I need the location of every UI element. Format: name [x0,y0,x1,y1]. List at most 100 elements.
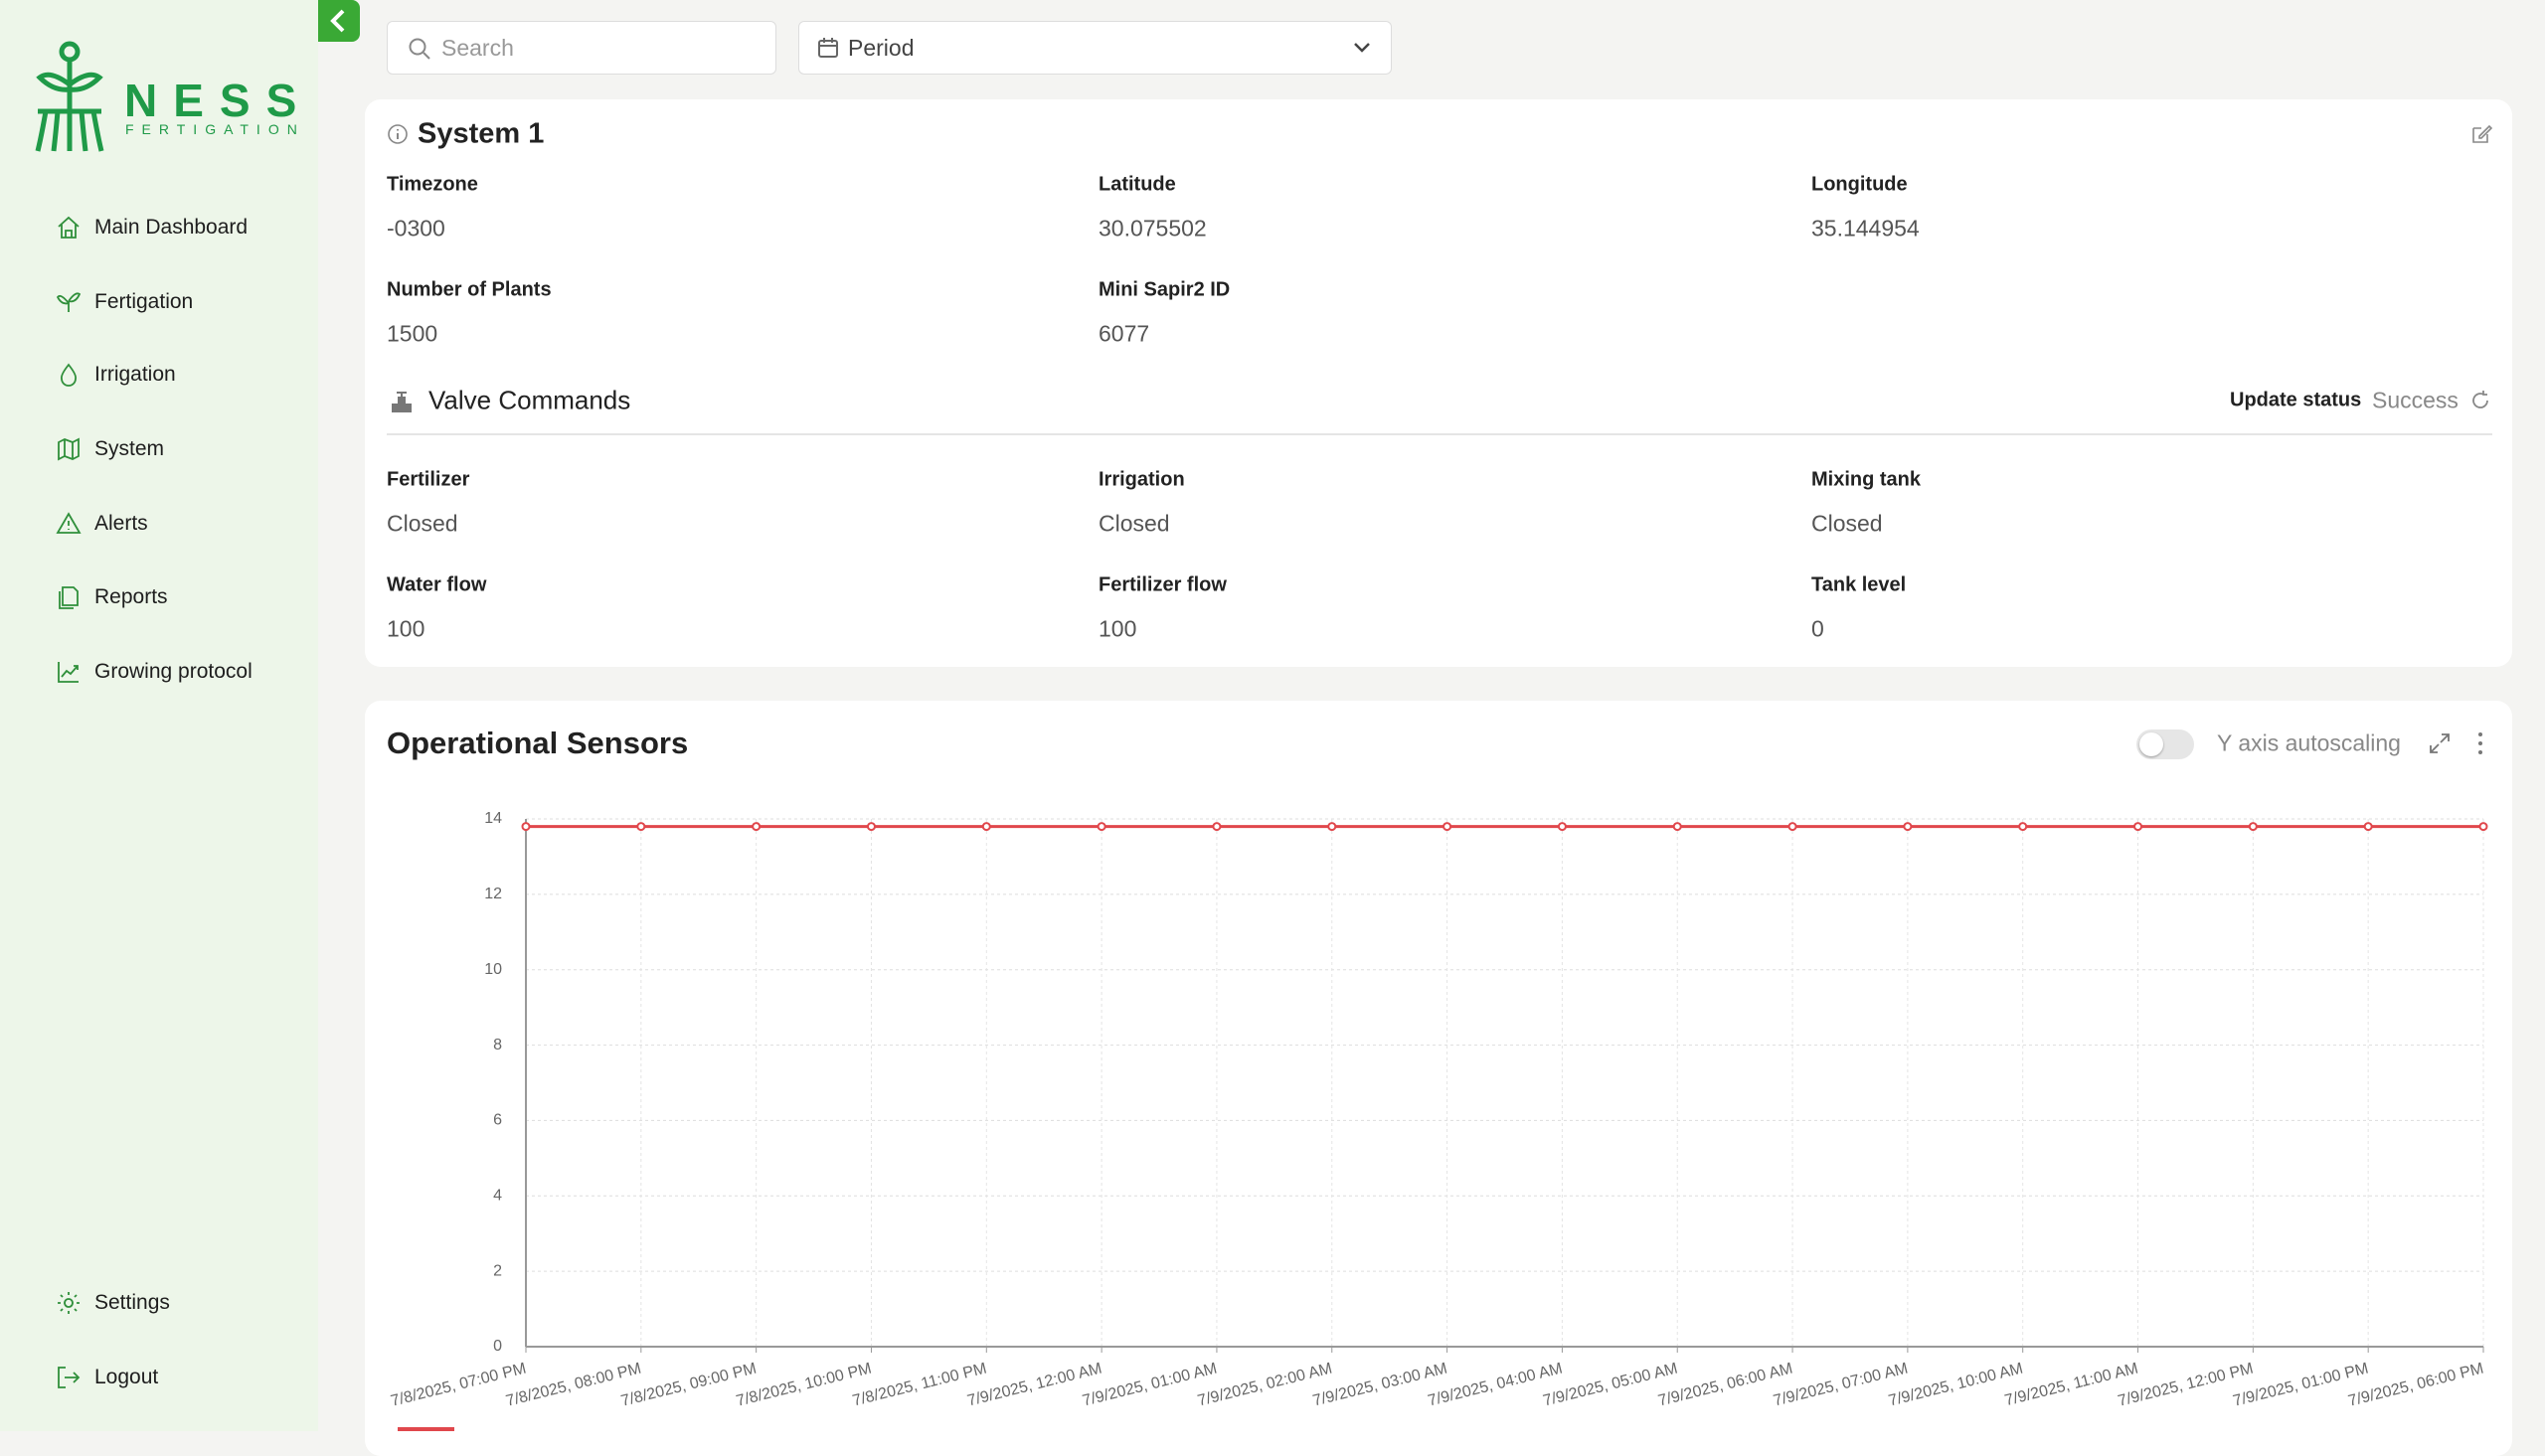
expand-button[interactable] [2428,731,2452,755]
system-card [365,99,2512,667]
y-tick-label: 0 [493,1338,502,1355]
nav-icon [58,1292,80,1314]
y-tick-label: 4 [493,1188,502,1205]
y-tick-label: 12 [484,886,502,902]
x-tick-label: 7/9/2025, 10:00 AM [1887,1360,2025,1409]
field-value: Closed [387,510,458,537]
field-label: Latitude [1099,173,1176,196]
field-value: 35.144954 [1811,215,1920,242]
logo-tagline: FERTIGATION [125,121,305,137]
field-value: -0300 [387,215,445,242]
nav-icon [58,1367,81,1388]
logo-icon [35,41,104,152]
y-tick-label: 6 [493,1112,502,1129]
data-point [1097,822,1106,832]
icon-path [58,437,80,461]
field-label: Fertilizer flow [1099,573,1227,596]
field-value: 6077 [1099,320,1150,347]
update-status-label: Update status [2230,389,2362,411]
toggle-knob [2139,732,2163,756]
icon-path [58,1292,80,1314]
data-point [2018,822,2028,832]
nav-icon [56,292,82,312]
field-value: 100 [387,615,425,642]
data-point [1557,822,1567,832]
field-label: Irrigation [1099,468,1185,491]
field-label: Tank level [1811,573,1907,596]
data-point [1442,822,1452,832]
nav-item[interactable]: Settings [94,1291,170,1314]
data-point [521,822,531,832]
data-point [636,822,646,832]
sensors-title: Operational Sensors [387,726,689,760]
nav-item[interactable]: Logout [94,1366,159,1388]
data-point [2363,822,2373,832]
valve-title: Valve Commands [428,385,631,415]
field-value: 0 [1811,615,1824,642]
field-label: Water flow [387,573,487,596]
data-point [1672,822,1682,832]
field-value: 100 [1099,615,1137,642]
collapse-icon [330,9,345,33]
chevron-icon [1354,43,1370,53]
data-point [2248,822,2258,832]
icon-path [59,586,79,609]
nav-item[interactable]: Growing protocol [94,660,253,683]
y-tick-label: 8 [493,1037,502,1053]
edit-button[interactable] [2470,123,2492,145]
field-value: 1500 [387,320,438,347]
calendar-icon [818,38,838,58]
sidebar: NESS FERTIGATION [0,0,318,1431]
logo-name: NESS [124,75,313,126]
data-point [752,822,762,832]
icon-path [58,1367,81,1388]
icon-path [58,216,80,239]
search-placeholder: Search [441,35,514,61]
divider [387,433,2492,435]
system-title: System 1 [418,117,545,150]
y-tick-label: 2 [493,1262,502,1279]
field-label: Timezone [387,173,478,196]
nav-icon [56,512,82,534]
nav-icon [59,586,79,609]
field-label: Longitude [1811,173,1908,196]
legend-swatch [398,1427,454,1431]
data-point [2133,822,2143,832]
nav-icon [58,216,80,239]
search-icon [409,38,430,60]
field-label: Fertilizer [387,468,470,491]
nav-item[interactable]: Main Dashboard [94,216,249,239]
nav-item[interactable]: Fertigation [94,290,194,313]
field-label: Mixing tank [1811,468,1922,491]
autoscaling-label: Y axis autoscaling [2217,729,2401,756]
icon-path [60,363,78,387]
update-status: Success [2372,387,2459,413]
data-point [2478,822,2488,832]
refresh-button[interactable] [2469,390,2491,411]
autoscaling-toggle[interactable] [2136,729,2194,759]
more-button[interactable] [2470,729,2490,757]
nav-item[interactable]: Irrigation [94,363,176,386]
collapse-button[interactable] [318,0,360,42]
nav-icon [60,363,78,387]
nav-icon [58,437,80,461]
data-point [866,822,876,832]
nav-item[interactable]: Reports [94,585,168,608]
nav-item[interactable]: Alerts [94,512,148,535]
info-icon [388,124,408,144]
icon-path [56,292,82,312]
data-point [1327,822,1337,832]
y-tick-label: 10 [484,961,502,978]
period-dropdown[interactable]: Period [798,21,1392,75]
data-point [1212,822,1222,832]
nav-item[interactable]: System [94,437,165,460]
field-label: Number of Plants [387,278,552,301]
search-box[interactable]: Search [387,21,776,75]
field-value: Closed [1811,510,1883,537]
valve-icon [392,392,412,412]
data-point [981,822,991,832]
data-point [1787,822,1797,832]
nav-icon [58,662,79,683]
